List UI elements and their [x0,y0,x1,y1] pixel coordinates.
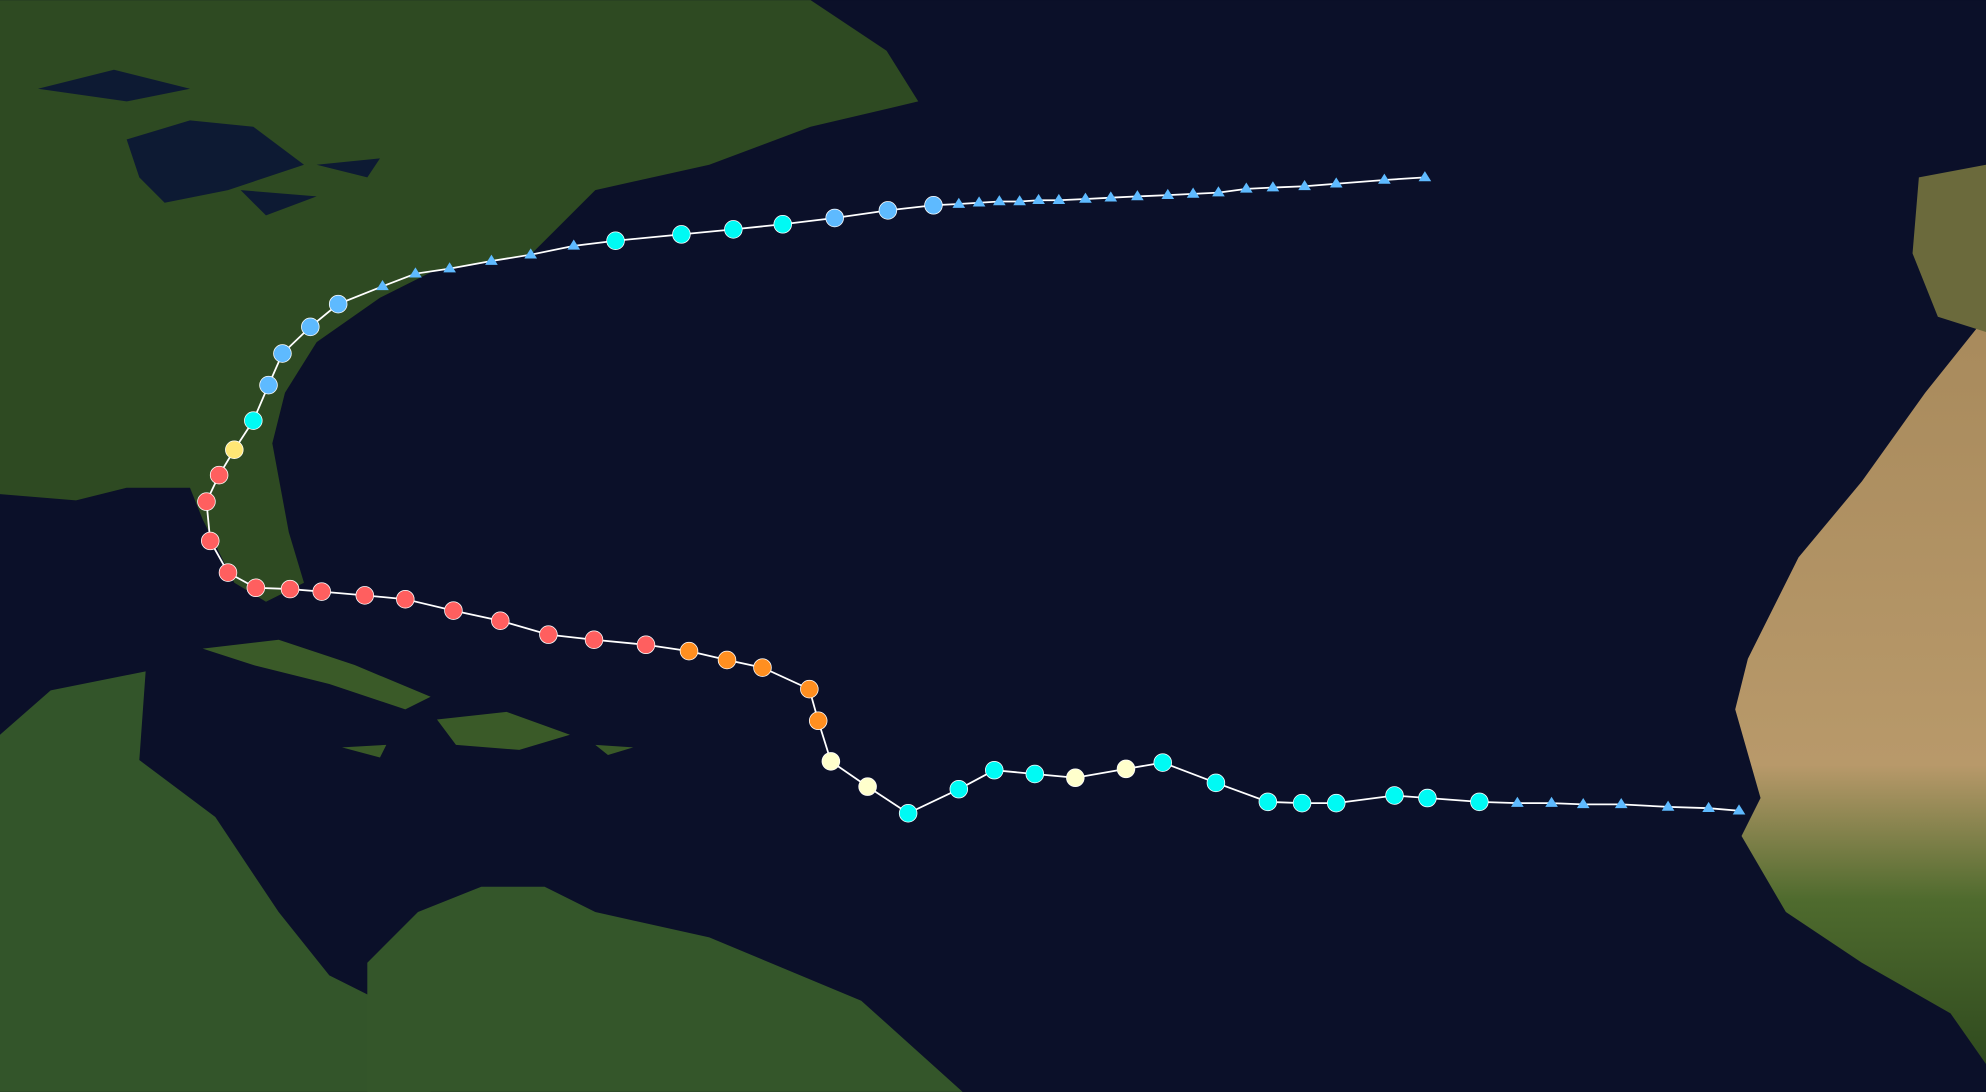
track-point [1079,192,1092,203]
great-lakes [37,69,380,216]
track-point [1032,193,1045,205]
track-point [443,262,456,273]
track-point [301,317,320,337]
track-point [1025,764,1045,784]
south-america [367,886,963,1092]
track-point [409,267,422,278]
track-point [821,752,841,771]
track-point [1239,182,1253,193]
track-point [567,239,581,250]
track-point [1266,181,1280,192]
track-point [1329,177,1343,188]
track-point [1661,800,1675,811]
track-point [993,195,1006,206]
track-point [197,492,216,511]
track-point [396,589,415,609]
track-point [584,630,604,649]
track-point [679,641,699,661]
track-point [1702,801,1715,812]
track-point [1545,796,1558,807]
track-point [273,344,292,363]
cuba [202,639,431,710]
track-point [1732,804,1746,815]
track-point [878,201,898,220]
track-point [1292,793,1312,813]
track-point [1052,193,1066,205]
track-point [1206,773,1226,793]
islands [341,711,634,758]
track-point [800,679,819,699]
track-point [972,196,986,207]
track-point [952,197,966,208]
track-point [376,280,389,291]
track-point [753,658,772,677]
track-point [898,804,918,823]
track-point [1066,768,1085,788]
africa [1735,316,1986,1065]
track-point [1470,792,1489,812]
track-point [209,465,229,485]
track-point [312,582,331,601]
track-point [1418,171,1432,182]
track-point [225,440,244,459]
track-point [1378,173,1391,184]
iberia [1912,164,1986,332]
central-america [0,671,431,1092]
track-point [1614,798,1628,809]
track-point [280,579,300,599]
track-point [825,208,844,228]
track-point [1153,753,1172,772]
track-point [539,625,558,644]
track-point [244,411,263,430]
track-point [1418,788,1437,808]
track-point [444,601,463,620]
track-point [985,760,1004,780]
track-point [1116,759,1136,779]
track-point [1511,796,1524,807]
track-point [1104,191,1118,202]
track-point [491,611,510,630]
track-point [246,578,266,598]
track-point [724,220,743,239]
track-point [1161,188,1175,199]
track-point [259,375,278,395]
track-point [1258,792,1278,812]
track-point [924,196,943,215]
track-point [218,563,238,582]
track-point [328,294,348,314]
track-point [949,779,969,799]
track-point [858,777,877,796]
track-point [201,531,220,551]
track-point [1385,786,1404,805]
track-point [355,586,375,605]
track-point [524,248,538,259]
track-point [1131,190,1144,201]
track-point [636,635,656,655]
track-point [1186,187,1200,198]
track-point [1013,195,1026,206]
track-point [1326,793,1346,813]
track-point [1298,179,1311,191]
track-triangles [376,171,1746,815]
track-point [1212,186,1225,197]
track-point [1576,798,1590,809]
track-point [672,225,691,244]
track-point [485,254,498,265]
track-point [717,650,737,670]
track-circles [197,196,1489,823]
track-point [773,215,792,234]
track-point [808,711,828,731]
track-point [606,231,625,250]
